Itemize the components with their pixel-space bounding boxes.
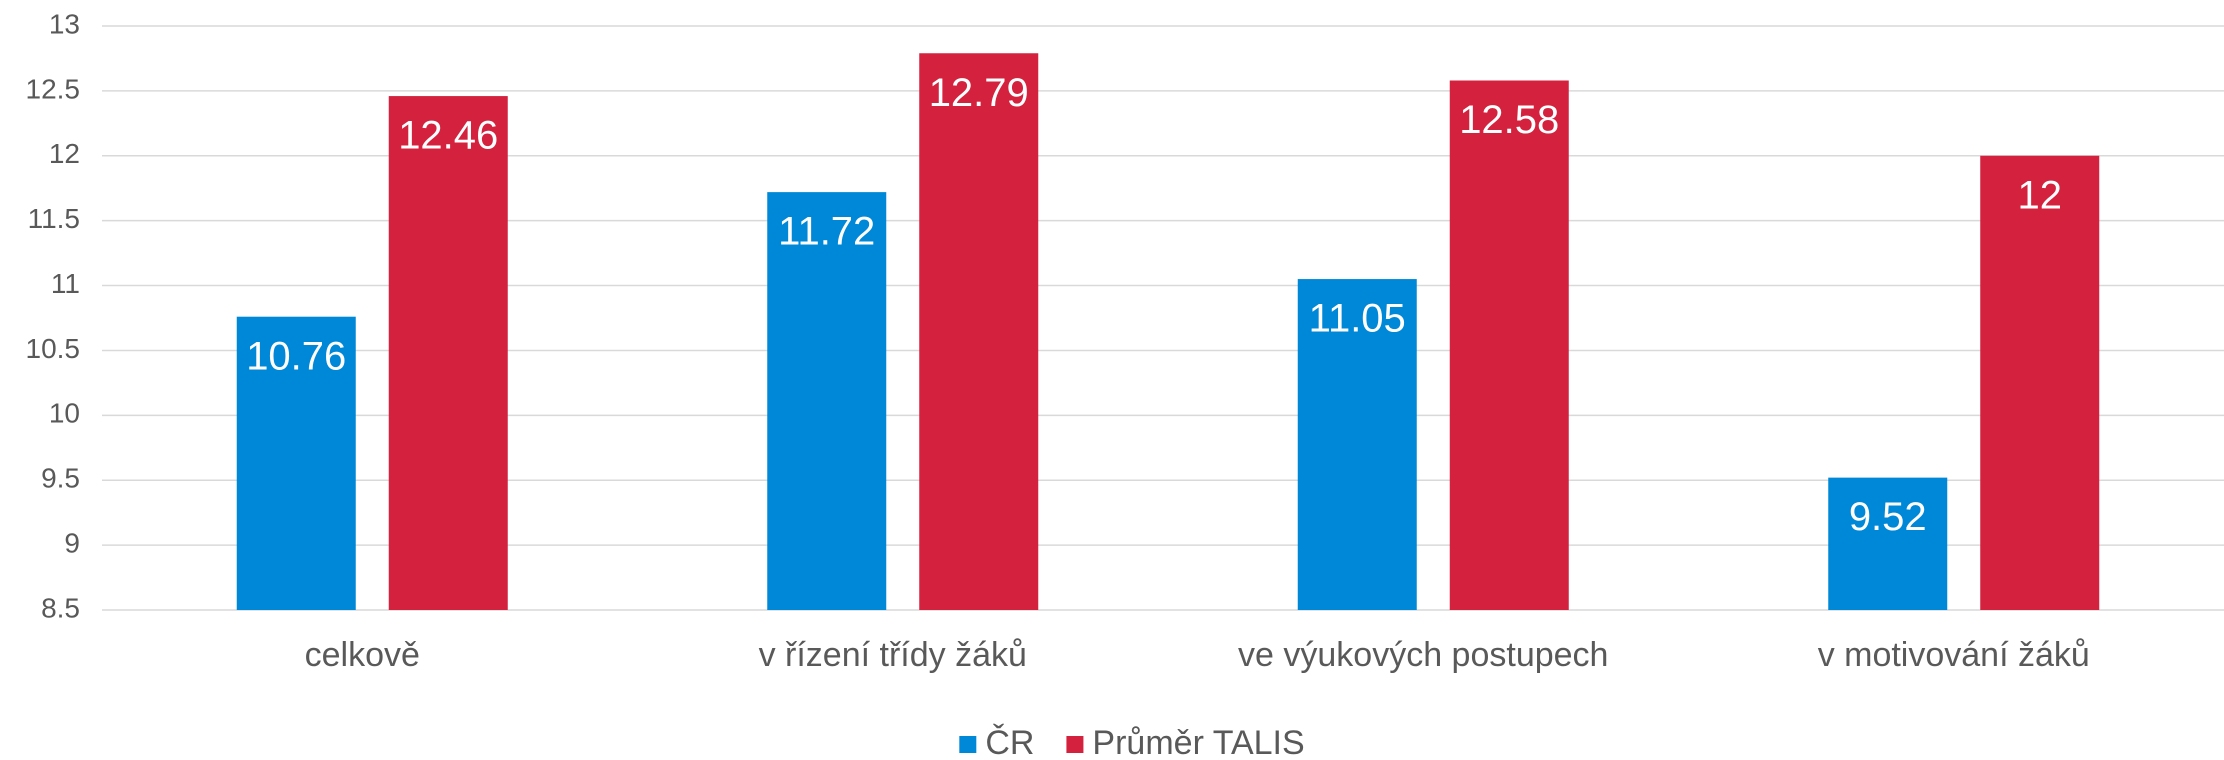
legend-label: ČR [985, 724, 1034, 760]
y-tick-label: 8.5 [41, 592, 80, 623]
x-tick-label: celkově [305, 636, 420, 674]
y-tick-label: 13 [49, 8, 80, 39]
bar [919, 53, 1039, 610]
bar [1449, 80, 1569, 611]
bar [388, 96, 508, 610]
data-label: 11.05 [1309, 297, 1406, 341]
x-tick-label: v řízení třídy žáků [759, 636, 1027, 674]
y-tick-label: 11 [51, 268, 80, 299]
legend-label: Průměr TALIS [1092, 724, 1304, 760]
y-tick-label: 9.5 [41, 463, 80, 494]
bar [1980, 155, 2100, 610]
y-tick-label: 9 [64, 528, 80, 559]
y-tick-label: 10.5 [26, 333, 81, 364]
y-tick-label: 12 [49, 138, 80, 169]
data-label: 12.79 [929, 71, 1029, 115]
legend-swatch [959, 736, 977, 753]
x-tick-label: ve výukových postupech [1238, 636, 1608, 674]
data-label: 12.46 [398, 114, 498, 158]
bar [1828, 477, 1948, 610]
legend-swatch [1066, 736, 1084, 753]
data-label: 11.72 [778, 210, 875, 254]
data-label: 10.76 [246, 334, 346, 378]
bar [767, 192, 887, 611]
bar [236, 316, 356, 610]
bar [1297, 279, 1417, 610]
data-label: 12 [2018, 173, 2063, 217]
y-tick-label: 12.5 [26, 73, 81, 104]
y-tick-label: 10 [49, 398, 80, 429]
x-tick-label: v motivování žáků [1818, 636, 2090, 674]
y-tick-label: 11.5 [28, 203, 80, 234]
data-label: 9.52 [1849, 495, 1927, 539]
data-label: 12.58 [1459, 98, 1559, 142]
